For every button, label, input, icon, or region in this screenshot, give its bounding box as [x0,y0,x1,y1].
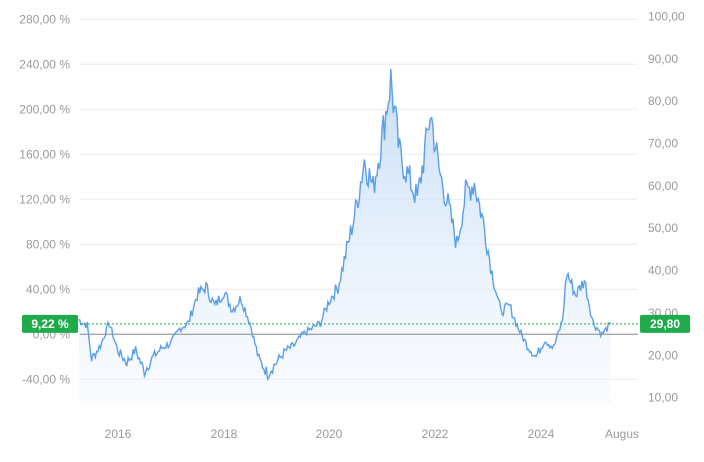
x-axis: 2016 2018 2020 2022 2024 Augus [105,427,639,441]
y-left-tick-label: 280,00 % [19,12,70,26]
percent-badge-label: 9,22 % [31,317,69,331]
y-left-tick-label: -40,00 % [22,372,70,386]
x-tick-label: 2016 [105,427,132,441]
y-right-tick-label: 70,00 [648,137,678,151]
y-left-tick-label: 40,00 % [26,282,70,296]
x-tick-label: 2022 [422,427,449,441]
price-line [78,68,612,381]
y-left-tick-label: 80,00 % [26,237,70,251]
y-right-tick-label: 80,00 [648,94,678,108]
left-axis: 280,00 % 240,00 % 200,00 % 160,00 % 120,00 %… [19,12,70,386]
y-right-tick-label: 90,00 [648,52,678,66]
price-area [78,69,611,404]
current-price-badge: 29,80 [640,314,690,333]
y-left-tick-label: 240,00 % [19,57,70,71]
y-left-tick-label: 160,00 % [19,147,70,161]
y-right-tick-label: 100,00 [648,9,685,23]
y-right-tick-label: 10,00 [648,391,678,405]
current-percent-badge: 9,22 % [22,314,78,333]
y-right-tick-label: 40,00 [648,264,678,278]
x-tick-label: 2020 [316,427,343,441]
x-tick-label: 2024 [528,427,555,441]
y-right-tick-label: 20,00 [648,348,678,362]
x-tick-label: Augus [605,427,639,441]
y-right-tick-label: 50,00 [648,221,678,235]
price-badge-bg [640,314,690,333]
right-axis: 100,0090,0080,0070,0060,0050,0040,0030,0… [648,9,685,404]
y-right-tick-label: 60,00 [648,179,678,193]
y-left-tick-label: 120,00 % [19,192,70,206]
y-left-tick-label: 200,00 % [19,102,70,116]
x-tick-label: 2018 [211,427,238,441]
price-badge-label: 29,80 [650,317,680,331]
percent-badge-bg [22,314,78,333]
